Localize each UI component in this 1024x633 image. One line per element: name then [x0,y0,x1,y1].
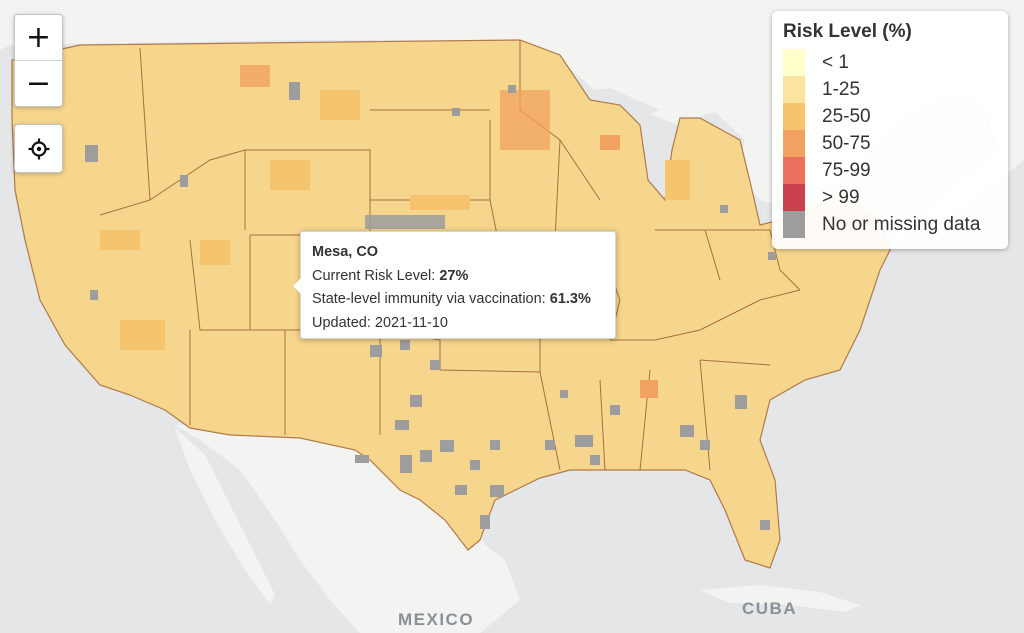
legend-label: > 99 [822,186,860,208]
legend-item: > 99 [783,184,998,211]
zoom-out-button[interactable]: − [15,61,62,106]
legend-item: 75-99 [783,157,998,184]
locate-button[interactable] [14,124,63,173]
cuba-land [700,585,860,612]
legend-label: No or missing data [822,213,981,235]
risk-value: 27% [439,267,469,284]
legend-swatch [783,184,805,211]
place-name: Mesa, CO [312,244,379,260]
legend-swatch [783,157,805,184]
legend-item: 1-25 [783,76,998,103]
updated-label: Updated: [312,314,375,331]
legend-swatch [783,103,805,130]
tooltip-risk-row: Current Risk Level: 27% [312,265,604,289]
updated-value: 2021-11-10 [374,314,448,331]
legend-swatch [783,49,805,76]
county-highlights [100,65,690,398]
risk-legend: Risk Level (%) < 1 1-25 25-50 50-75 75-9… [772,11,1008,249]
zoom-in-button[interactable]: + [15,15,62,60]
legend-swatch [783,76,805,103]
tooltip-arrow [293,278,301,294]
legend-label: < 1 [822,51,849,73]
baja-land [175,428,275,605]
missing-data-counties [85,82,776,530]
legend-swatch [783,130,805,157]
cuba-label: CUBA [742,599,798,618]
immunity-value: 61.3% [549,291,591,307]
county-tooltip: Mesa, CO Current Risk Level: 27% State-l… [293,231,616,339]
immunity-label: State-level immunity via vaccination: [312,291,550,307]
legend-item: 25-50 [783,103,998,130]
mexico-label: MEXICO [398,610,475,629]
legend-item: No or missing data [783,211,998,238]
legend-swatch [783,211,805,238]
risk-label: Current Risk Level: [312,267,440,284]
zoom-divider [15,60,62,61]
legend-label: 1-25 [822,78,861,100]
legend-item: 50-75 [783,130,998,157]
legend-label: 25-50 [822,105,871,127]
tooltip-updated-row: Updated: 2021-11-10 [312,312,604,336]
crosshair-icon [28,138,49,159]
legend-item: < 1 [783,49,998,76]
legend-label: 75-99 [822,159,871,181]
canada-land [0,0,1024,240]
legend-label: 50-75 [822,132,871,154]
zoom-control: + − [14,14,63,107]
tooltip-immunity-row: State-level immunity via vaccination: 61… [312,288,604,312]
tooltip-place: Mesa, CO [312,241,604,265]
legend-title: Risk Level (%) [783,21,912,42]
